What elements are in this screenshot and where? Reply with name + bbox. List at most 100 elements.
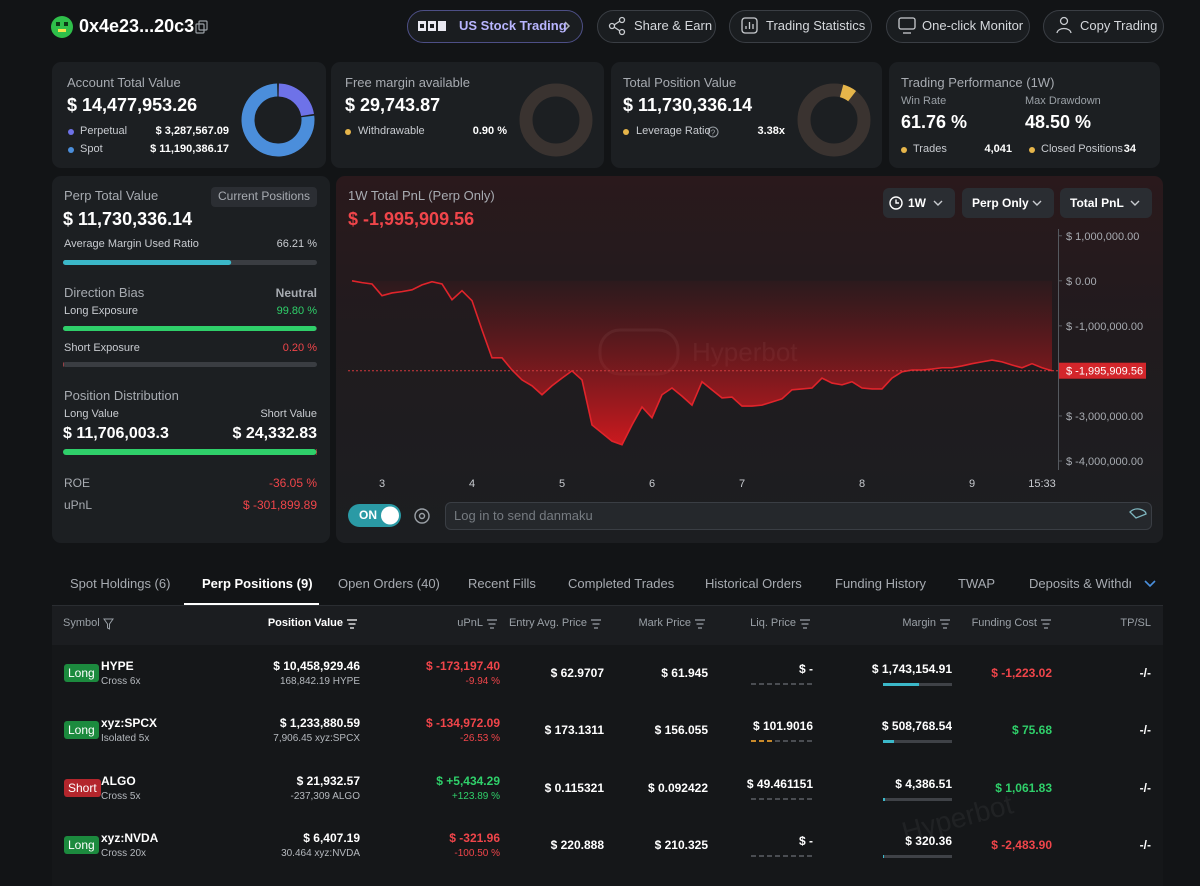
column-header[interactable]: Margin <box>902 617 936 629</box>
us-stock-button[interactable] <box>407 10 583 43</box>
metric-label: Short Value <box>260 408 317 420</box>
period-dropdown[interactable] <box>883 188 955 218</box>
upnl-pct: -100.50 % <box>454 848 500 859</box>
positions-badge[interactable]: Current Positions <box>217 189 311 203</box>
y-tick-label: $ -1,000,000.00 <box>1066 321 1143 333</box>
pnl-line <box>351 280 1053 446</box>
liq-dash <box>759 740 764 742</box>
position-value: $ 6,407.19 <box>303 831 360 845</box>
margin-mode: Cross 5x <box>101 791 141 802</box>
button-label[interactable]: Trading Statistics <box>766 18 866 33</box>
tabs-more[interactable] <box>1144 580 1156 588</box>
column-header[interactable]: Funding Cost <box>971 617 1037 629</box>
tab[interactable]: Perp Positions (9) <box>202 576 313 591</box>
x-tick-label: 9 <box>969 478 975 490</box>
copy-trading-button[interactable] <box>1043 10 1164 43</box>
chart-headline: $ -1,995,909.56 <box>348 209 475 229</box>
pnl-area <box>352 280 1052 445</box>
upnl: $ -173,197.40 <box>425 659 500 673</box>
liq-dash <box>783 683 788 685</box>
liq-dash <box>791 798 796 800</box>
legend-label: Closed Positions <box>1041 143 1123 155</box>
tab[interactable]: Deposits & Withdrawals <box>1029 576 1131 591</box>
tab[interactable]: Completed Trades <box>568 576 675 591</box>
wallet-address: 0x4e23...20c3 <box>79 16 195 36</box>
column-header: Symbol <box>63 617 100 629</box>
sort-icon <box>800 619 810 629</box>
legend-value: 3.38x <box>757 125 785 137</box>
monitor-icon <box>898 17 916 34</box>
side-badge: Long <box>64 664 99 683</box>
dropdown-label[interactable]: Perp Only <box>972 196 1029 210</box>
button-label[interactable]: Share & Earn <box>634 18 713 33</box>
tab[interactable]: Funding History <box>835 576 927 591</box>
tab-underline <box>184 603 319 605</box>
margin-mode: Isolated 5x <box>101 733 150 744</box>
liq-dash <box>807 855 812 857</box>
dropdown-label[interactable]: Total PnL <box>1070 196 1124 210</box>
copy-icon[interactable] <box>195 20 208 34</box>
send-icon[interactable] <box>1129 508 1147 519</box>
input-placeholder[interactable]: Log in to send danmaku <box>454 508 593 523</box>
column-header[interactable]: Position Value <box>267 617 343 629</box>
panel-value: $ 11,730,336.14 <box>63 209 193 229</box>
position-value: $ 10,458,929.46 <box>273 659 360 673</box>
metric-value: 66.21 % <box>276 238 317 250</box>
liq-price: $ - <box>798 834 813 848</box>
toggle-label[interactable]: ON <box>359 508 377 522</box>
legend-dot <box>345 129 351 135</box>
metric-label: Long Exposure <box>64 305 138 317</box>
margin-mode: Cross 6x <box>101 676 141 687</box>
legend-label: Leverage Ratio <box>636 125 711 137</box>
column-header[interactable]: TP/SL <box>1120 617 1151 629</box>
margin-fill <box>883 740 894 743</box>
liq-dash <box>799 683 804 685</box>
x-tick-label: 3 <box>379 478 385 490</box>
position-size: -237,309 ALGO <box>290 791 361 802</box>
position-value: $ 1,233,880.59 <box>279 716 360 730</box>
column-header[interactable]: uPnL <box>457 617 483 629</box>
table <box>52 605 1163 886</box>
liq-dash <box>783 798 788 800</box>
x-tick-label: 7 <box>739 478 745 490</box>
margin-track <box>883 798 952 801</box>
position-donut-arc <box>839 84 857 102</box>
danmaku-input[interactable] <box>445 502 1152 530</box>
button-label[interactable]: US Stock Trading <box>459 18 567 33</box>
tab[interactable]: Recent Fills <box>468 576 536 591</box>
dropdown-label[interactable]: 1W <box>908 196 926 210</box>
statistics-icon <box>741 17 758 34</box>
metric-label: uPnL <box>64 498 93 512</box>
button-label[interactable]: Copy Trading <box>1080 18 1158 33</box>
column-header[interactable]: Entry Avg. Price <box>508 617 587 629</box>
filter-icon[interactable] <box>103 618 114 630</box>
card-title: Free margin available <box>345 75 471 90</box>
bar-fill <box>316 449 317 455</box>
column-header[interactable]: Mark Price <box>638 617 691 629</box>
legend-value: 4,041 <box>984 143 1012 155</box>
column-header[interactable]: Liq. Price <box>750 617 796 629</box>
settings-icon[interactable] <box>414 508 430 524</box>
tab[interactable]: Spot Holdings (6) <box>70 576 171 591</box>
tab[interactable]: Historical Orders <box>705 576 802 591</box>
liq-dash <box>799 798 804 800</box>
tp-sl: -/- <box>1139 838 1151 852</box>
tab[interactable]: Open Orders (40) <box>338 576 440 591</box>
bar-fill <box>63 362 64 367</box>
monitor-button[interactable] <box>886 10 1030 43</box>
margin-mode: Cross 20x <box>101 848 147 859</box>
tab[interactable]: TWAP <box>958 576 996 591</box>
funding-cost: $ -1,223.02 <box>991 666 1052 680</box>
button-label[interactable]: One-click Monitor <box>922 18 1024 33</box>
card-title: Total Position Value <box>623 75 737 90</box>
metric-label: ROE <box>64 476 91 490</box>
position-size: 30.464 xyz:NVDA <box>281 848 360 859</box>
metric-label: Average Margin Used Ratio <box>64 238 199 250</box>
metric-value: $ -301,899.89 <box>242 498 317 512</box>
share-button[interactable] <box>597 10 716 43</box>
liq-dash <box>775 683 780 685</box>
margin-fill <box>883 855 884 858</box>
y-tick-label: $ -4,000,000.00 <box>1066 456 1143 468</box>
legend-value: 34 <box>1123 143 1136 155</box>
upnl: $ +5,434.29 <box>436 774 500 788</box>
